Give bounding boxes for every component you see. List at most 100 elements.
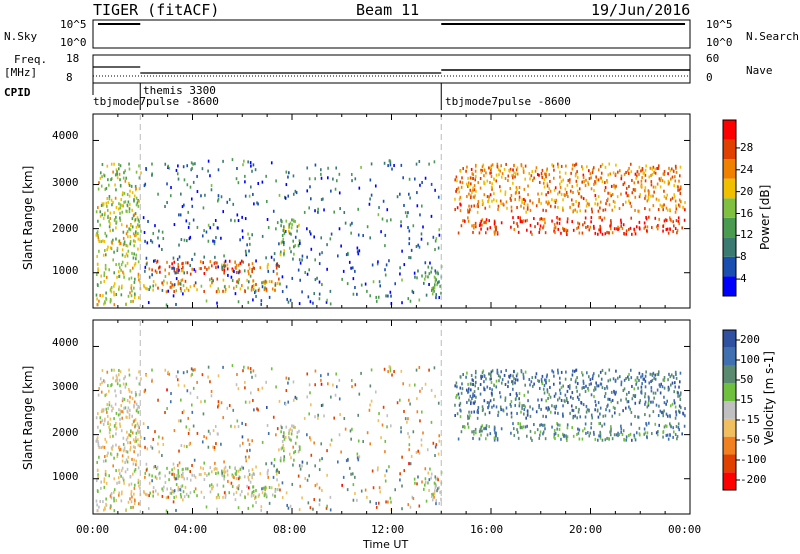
velocity-echo xyxy=(577,431,580,435)
power-echo xyxy=(385,263,388,267)
power-echo xyxy=(138,164,140,168)
power-echo xyxy=(422,225,424,229)
velocity-echo xyxy=(377,419,380,423)
power-echo xyxy=(172,294,175,298)
power-echo xyxy=(593,226,595,230)
velocity-echo xyxy=(354,383,357,387)
velocity-echo xyxy=(313,498,316,502)
power-echo xyxy=(648,175,651,179)
velocity-echo xyxy=(574,380,577,384)
velocity-echo xyxy=(113,477,116,481)
velocity-echo xyxy=(573,369,576,373)
power-echo xyxy=(257,202,259,206)
velocity-echo xyxy=(105,407,108,411)
velocity-echo xyxy=(226,469,229,473)
velocity-echo xyxy=(133,502,136,506)
velocity-echo xyxy=(109,506,112,510)
power-echo xyxy=(103,300,106,304)
power-echo xyxy=(306,272,309,276)
velocity-echo xyxy=(643,377,646,381)
velocity-echo xyxy=(358,455,361,459)
velocity-echo xyxy=(575,385,578,389)
power-echo xyxy=(138,224,141,228)
velocity-echo xyxy=(213,448,216,452)
velocity-echo xyxy=(288,437,291,441)
power-echo xyxy=(667,172,669,176)
velocity-echo xyxy=(125,508,127,512)
power-echo xyxy=(553,222,556,226)
power-echo xyxy=(500,221,503,225)
velocity-echo xyxy=(434,485,437,489)
velocity-echo xyxy=(543,383,546,387)
velocity-echo xyxy=(148,494,150,498)
power-echo xyxy=(523,202,526,206)
velocity-echo xyxy=(627,375,629,379)
power-echo xyxy=(673,224,675,228)
power-echo xyxy=(281,275,284,279)
power-echo xyxy=(117,207,120,211)
velocity-echo xyxy=(157,442,159,446)
power-colorbar-swatch xyxy=(723,198,736,218)
power-echo xyxy=(557,162,559,166)
power-echo xyxy=(472,173,475,177)
velocity-echo xyxy=(148,473,151,477)
freq-tick-top: 18 xyxy=(66,52,80,65)
power-echo xyxy=(209,174,211,178)
power-echo xyxy=(239,287,242,291)
power-echo xyxy=(304,270,307,274)
velocity-echo xyxy=(418,504,421,508)
power-echo xyxy=(644,225,647,229)
power-echo xyxy=(384,233,387,237)
power-echo xyxy=(554,205,556,209)
power-echo xyxy=(516,205,518,209)
velocity-echo xyxy=(182,471,184,475)
power-echo xyxy=(615,184,617,188)
power-echo xyxy=(299,278,301,282)
power-echo xyxy=(133,252,135,256)
power-echo xyxy=(129,189,131,193)
velocity-echo xyxy=(435,502,437,506)
velocity-echo xyxy=(540,380,543,384)
velocity-echo xyxy=(116,376,118,380)
power-echo xyxy=(230,218,232,222)
power-echo xyxy=(513,164,515,168)
velocity-echo xyxy=(173,466,176,470)
velocity-echo xyxy=(560,386,563,390)
power-echo xyxy=(137,224,140,228)
power-echo xyxy=(196,288,198,292)
velocity-echo xyxy=(480,429,482,433)
power-echo xyxy=(681,226,683,230)
power-echo xyxy=(369,178,372,182)
velocity-colorbar-tick: -100 xyxy=(740,453,767,466)
velocity-echo xyxy=(152,490,155,494)
power-echo xyxy=(228,198,231,202)
velocity-echo xyxy=(103,477,106,481)
power-echo xyxy=(424,274,427,278)
power-echo xyxy=(228,259,231,263)
velocity-echo xyxy=(129,445,132,449)
velocity-echo xyxy=(524,383,526,387)
power-echo xyxy=(673,193,676,197)
power-echo xyxy=(178,255,181,259)
velocity-echo xyxy=(629,368,632,372)
power-echo xyxy=(653,190,655,194)
power-echo xyxy=(477,181,480,185)
power-echo xyxy=(164,268,167,272)
power-echo xyxy=(522,166,525,170)
velocity-echo xyxy=(341,483,343,487)
power-echo xyxy=(216,226,219,230)
velocity-echo xyxy=(493,428,496,432)
power-echo xyxy=(98,239,101,243)
power-echo xyxy=(429,261,431,265)
velocity-echo xyxy=(604,392,607,396)
power-echo xyxy=(121,260,124,264)
power-echo xyxy=(625,186,628,190)
velocity-echo xyxy=(151,479,153,483)
power-echo xyxy=(123,191,126,195)
velocity-echo xyxy=(428,489,430,493)
velocity-colorbar-swatch xyxy=(723,330,736,348)
power-echo xyxy=(389,290,392,294)
power-echo xyxy=(652,185,655,189)
velocity-echo xyxy=(263,494,266,498)
velocity-echo xyxy=(283,447,285,451)
